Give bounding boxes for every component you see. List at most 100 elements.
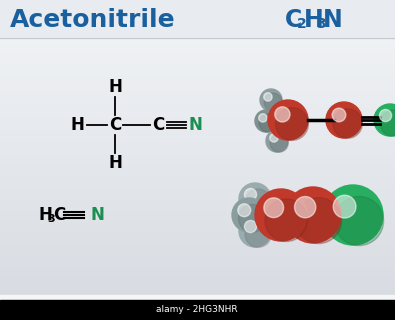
Bar <box>0 190 395 191</box>
Bar <box>0 271 395 272</box>
Bar <box>0 63 395 64</box>
Bar <box>0 207 395 208</box>
Circle shape <box>374 104 395 136</box>
Bar <box>0 70 395 71</box>
Bar <box>0 255 395 256</box>
Circle shape <box>326 102 362 138</box>
Bar <box>0 283 395 284</box>
Bar <box>0 82 395 83</box>
Bar <box>0 88 395 89</box>
Bar <box>0 86 395 87</box>
Text: C: C <box>285 8 302 32</box>
Bar <box>0 215 395 216</box>
Bar <box>0 0 395 38</box>
Bar <box>0 91 395 92</box>
Text: H: H <box>70 116 84 134</box>
Bar <box>0 217 395 218</box>
Bar <box>0 50 395 51</box>
Circle shape <box>265 199 308 242</box>
Bar <box>0 129 395 130</box>
Bar <box>0 81 395 82</box>
Bar <box>0 30 395 31</box>
Bar <box>0 247 395 248</box>
Circle shape <box>245 188 257 201</box>
Bar <box>0 204 395 205</box>
Bar <box>0 183 395 184</box>
Circle shape <box>380 110 395 136</box>
Bar <box>0 60 395 61</box>
Bar <box>0 199 395 200</box>
Text: N: N <box>188 116 202 134</box>
Bar <box>0 259 395 260</box>
Bar <box>0 127 395 128</box>
Bar <box>0 146 395 147</box>
Bar <box>0 244 395 245</box>
Bar <box>0 245 395 246</box>
Bar <box>0 277 395 278</box>
Bar <box>0 234 395 235</box>
Bar <box>0 125 395 126</box>
Bar <box>0 143 395 144</box>
Bar <box>0 293 395 294</box>
Bar <box>0 166 395 167</box>
Bar <box>0 26 395 27</box>
Bar <box>0 291 395 292</box>
Bar <box>0 282 395 283</box>
Bar <box>0 266 395 267</box>
Circle shape <box>264 198 284 218</box>
Bar <box>0 167 395 168</box>
Circle shape <box>285 187 341 243</box>
Bar <box>0 115 395 116</box>
Bar <box>0 156 395 157</box>
Bar <box>0 286 395 287</box>
Bar <box>0 237 395 238</box>
Bar <box>0 194 395 195</box>
Text: H: H <box>38 206 52 224</box>
Bar <box>0 29 395 30</box>
Bar <box>0 241 395 242</box>
Text: Acetonitrile: Acetonitrile <box>10 8 176 32</box>
Bar <box>0 149 395 150</box>
Text: N: N <box>90 206 104 224</box>
Bar <box>0 35 395 36</box>
Bar <box>0 218 395 219</box>
Bar <box>0 44 395 45</box>
Bar <box>0 202 395 203</box>
Bar <box>0 121 395 122</box>
Bar <box>0 197 395 198</box>
Bar <box>0 262 395 263</box>
Bar <box>0 47 395 48</box>
Circle shape <box>238 204 251 217</box>
Bar <box>0 73 395 74</box>
Bar <box>0 40 395 41</box>
Bar <box>0 189 395 190</box>
Bar <box>0 272 395 273</box>
Bar <box>0 116 395 117</box>
Bar <box>0 276 395 277</box>
Bar <box>0 267 395 268</box>
Circle shape <box>259 114 277 132</box>
Bar <box>0 66 395 67</box>
Bar <box>0 163 395 164</box>
Bar <box>0 258 395 259</box>
Bar <box>0 300 395 320</box>
Bar <box>0 96 395 97</box>
Circle shape <box>266 130 288 152</box>
Circle shape <box>239 183 271 215</box>
Bar <box>0 216 395 217</box>
Bar <box>0 182 395 183</box>
Bar <box>0 25 395 26</box>
Bar <box>0 108 395 109</box>
Circle shape <box>270 134 278 142</box>
Bar <box>0 133 395 134</box>
Bar <box>0 171 395 172</box>
Bar <box>0 27 395 28</box>
Bar <box>0 140 395 141</box>
Bar <box>0 120 395 121</box>
Bar <box>0 136 395 137</box>
Bar <box>0 69 395 70</box>
Bar <box>0 265 395 266</box>
Bar <box>0 61 395 62</box>
Bar <box>0 256 395 257</box>
Bar <box>0 144 395 145</box>
